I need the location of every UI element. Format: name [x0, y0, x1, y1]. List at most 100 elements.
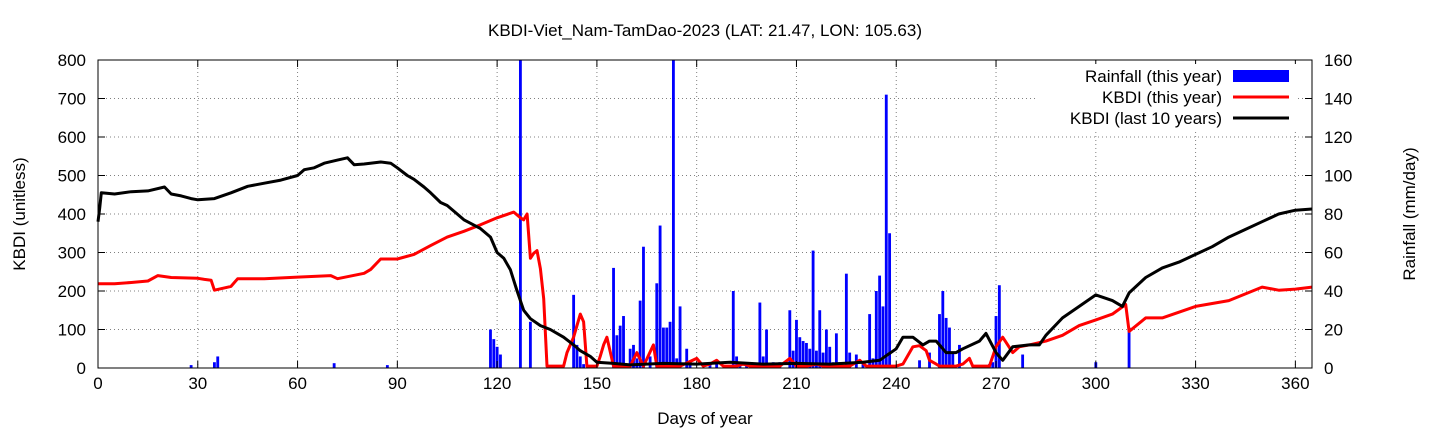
x-tick-label: 300	[1082, 374, 1110, 393]
rainfall-bar	[575, 344, 579, 368]
rainfall-bar	[489, 329, 492, 368]
rainfall-bar	[844, 273, 848, 368]
rainfall-bar	[888, 233, 892, 368]
rainfall-bar	[958, 344, 961, 368]
kbdi-lines	[96, 156, 1313, 368]
rainfall-bar	[821, 352, 825, 368]
y-tick-label-left: 300	[58, 244, 86, 263]
rainfall-bar	[715, 364, 719, 368]
x-tick-label: 60	[288, 374, 307, 393]
x-tick-label: 120	[483, 374, 511, 393]
x-tick-label: 240	[882, 374, 910, 393]
rainfall-bar	[818, 310, 822, 368]
axes: 0 30 60 90 120 150 180 210 240 270 300 330 360 0 100 20…	[58, 51, 1353, 393]
rainfall-bar	[805, 342, 808, 368]
rainfall-bar	[884, 94, 888, 369]
x-tick-label: 30	[188, 374, 207, 393]
chart-title: KBDI-Viet_Nam-TamDao-2023 (LAT: 21.47, L…	[488, 21, 922, 40]
legend: Rainfall (this year) KBDI (this year) KBDI…	[1036, 64, 1296, 130]
rainfall-bar	[991, 362, 995, 368]
y-tick-label-right: 140	[1324, 90, 1352, 109]
y-tick-label-left: 100	[58, 321, 86, 340]
rainfall-bar	[834, 333, 838, 368]
rainfall-bar	[615, 335, 619, 368]
rainfall-bar	[791, 350, 795, 368]
rainfall-bar	[662, 327, 665, 368]
rainfall-bar	[848, 352, 852, 368]
y-tick-label-right: 20	[1324, 321, 1343, 340]
rainfall-bar	[612, 267, 615, 368]
rainfall-bar	[332, 363, 336, 368]
rainfall-bar	[801, 341, 805, 368]
y-tick-label-left: 200	[58, 282, 86, 301]
rainfall-bar	[765, 329, 768, 368]
rainfall-bar	[815, 350, 818, 368]
rainfall-bar	[212, 362, 216, 368]
y-tick-label-right: 60	[1324, 244, 1343, 263]
rainfall-bar	[578, 356, 582, 368]
y-tick-label-right: 120	[1324, 128, 1352, 147]
rainfall-bar	[189, 365, 193, 368]
y-tick-label-right: 160	[1324, 51, 1352, 70]
rainfall-bar	[572, 294, 576, 368]
rainfall-bar	[798, 337, 802, 368]
x-tick-label: 330	[1181, 374, 1209, 393]
rainfall-bar	[642, 246, 645, 368]
rainfall-bar	[492, 339, 496, 368]
rainfall-bar	[499, 354, 502, 368]
x-tick-label: 0	[93, 374, 102, 393]
rainfall-bar	[758, 302, 762, 368]
y-tick-label-right: 0	[1324, 359, 1333, 378]
y-tick-label-left: 600	[58, 128, 86, 147]
rainfall-bar	[216, 356, 220, 368]
y-tick-label-left: 0	[77, 359, 86, 378]
y-tick-label-right: 80	[1324, 205, 1343, 224]
x-tick-label: 180	[682, 374, 710, 393]
legend-swatch-rainfall	[1233, 70, 1289, 82]
rainfall-bar	[671, 60, 675, 368]
rainfall-bar	[622, 316, 625, 368]
rainfall-bar	[1127, 327, 1131, 368]
rainfall-bar	[944, 317, 948, 368]
rainfall-bar	[808, 348, 812, 368]
rainfall-bar	[811, 250, 815, 368]
rainfall-bar	[688, 364, 692, 368]
rainfall-bar	[918, 360, 921, 368]
y-tick-label-left: 400	[58, 205, 86, 224]
x-tick-label: 210	[782, 374, 810, 393]
legend-label: KBDI (last 10 years)	[1070, 109, 1222, 128]
rainfall-bar	[881, 306, 885, 368]
rainfall-bar	[874, 291, 878, 368]
rainfall-bar	[1021, 354, 1025, 368]
rainfall-bar	[582, 364, 586, 368]
rainfall-bar	[385, 365, 389, 368]
rainfall-bar	[997, 285, 1001, 368]
rainfall-bar	[665, 327, 669, 368]
y-tick-label-right: 40	[1324, 282, 1343, 301]
kbdi-this-year-line	[98, 210, 1313, 368]
rainfall-bar	[828, 346, 832, 368]
y-tick-label-left: 800	[58, 51, 86, 70]
rainfall-bar	[658, 225, 662, 368]
y-axis-label-left: KBDI (unitless)	[10, 157, 29, 270]
rainfall-bar	[788, 310, 792, 368]
kbdi-10yr-line	[96, 156, 1313, 367]
rainfall-bar	[655, 283, 659, 368]
y-tick-label-right: 100	[1324, 167, 1352, 186]
rainfall-bar	[871, 358, 875, 368]
rainfall-bar	[618, 325, 622, 368]
rainfall-bar	[638, 300, 642, 368]
y-tick-label-left: 500	[58, 167, 86, 186]
y-tick-label-left: 700	[58, 90, 86, 109]
rainfall-bar	[948, 327, 951, 368]
rainfall-bar	[731, 291, 735, 368]
rainfall-bar	[941, 291, 945, 368]
rainfall-bar	[668, 321, 672, 368]
rainfall-bar	[878, 275, 882, 368]
rainfall-bar	[795, 319, 798, 368]
rainfall-bar	[938, 314, 941, 368]
rainfall-bar	[495, 346, 499, 368]
y-axis-label-right: Rainfall (mm/day)	[1400, 147, 1419, 280]
legend-label: Rainfall (this year)	[1085, 67, 1222, 86]
rainfall-bar	[648, 356, 652, 368]
